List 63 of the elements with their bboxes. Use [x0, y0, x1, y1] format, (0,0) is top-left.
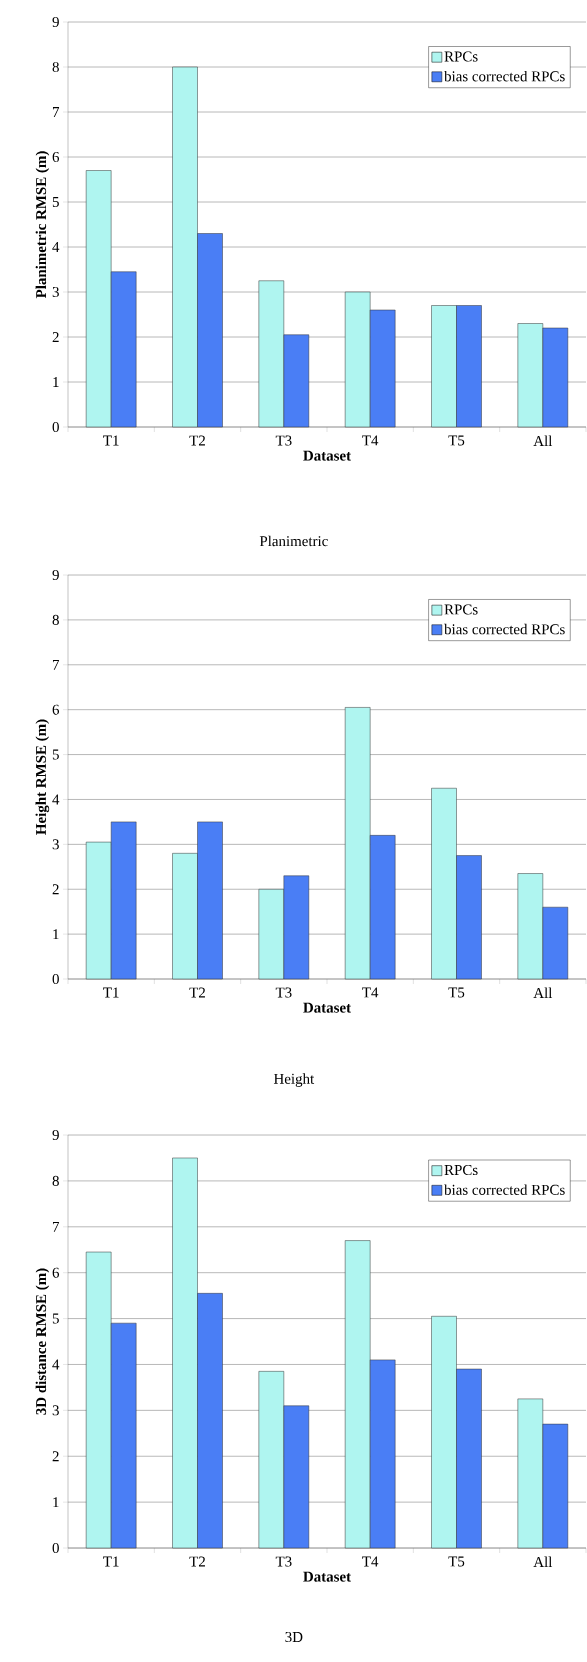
y-tick-label: 9 [52, 570, 59, 581]
x-axis-title: Dataset [303, 1002, 351, 1013]
x-tick-label: All [533, 987, 553, 998]
y-tick-label: 8 [52, 1175, 59, 1186]
x-tick-label: T1 [103, 987, 119, 998]
x-tick-label: T1 [103, 435, 119, 446]
text: Height [273, 1073, 315, 1087]
x-tick-label: T4 [362, 1556, 379, 1567]
legend-label: bias corrected RPCs [444, 70, 565, 82]
x-tick-label: T4 [362, 435, 379, 446]
text: Planimetric [259, 535, 328, 547]
y-tick-label: 1 [53, 377, 59, 387]
x-tick-label: T2 [189, 1556, 205, 1567]
x-tick-label: All [533, 1556, 553, 1567]
x-tick-label: T3 [275, 987, 292, 998]
legend-label: bias corrected RPCs [444, 623, 565, 635]
y-axis-title: Height RMSE (m) [35, 719, 50, 835]
y-tick-label: 7 [52, 107, 60, 117]
x-tick-label: T2 [189, 435, 205, 446]
text: 3D [285, 1632, 303, 1643]
y-tick-label: 3 [52, 1405, 59, 1416]
x-tick-label: T1 [103, 1556, 119, 1567]
y-tick-label: 4 [52, 242, 60, 252]
x-tick-label: T5 [448, 987, 465, 998]
x-axis-title: Dataset [303, 450, 351, 461]
y-axis-title: Planimetric RMSE (m) [35, 151, 50, 299]
y-tick-label: 5 [52, 1313, 59, 1324]
y-tick-label: 8 [52, 61, 59, 73]
y-tick-label: 6 [52, 1267, 60, 1278]
y-tick-label: 4 [52, 794, 60, 805]
legend-label: RPCs [444, 51, 478, 62]
x-tick-label: T3 [275, 435, 292, 446]
legend-label: RPCs [444, 604, 478, 615]
y-tick-label: 7 [52, 659, 60, 670]
x-tick-label: T5 [448, 435, 465, 446]
y-tick-label: 5 [52, 197, 59, 207]
y-tick-label: 6 [52, 151, 60, 163]
y-tick-label: 9 [52, 1130, 59, 1141]
x-tick-label: T2 [189, 987, 205, 998]
y-tick-label: 1 [53, 929, 59, 940]
y-tick-label: 7 [52, 1221, 60, 1232]
y-tick-label: 3 [52, 839, 59, 850]
y-tick-label: 8 [52, 614, 59, 625]
y-tick-label: 0 [52, 421, 59, 433]
y-tick-label: 3 [52, 286, 59, 298]
x-tick-label: T3 [275, 1556, 292, 1567]
y-axis-title: 3D distance RMSE (m) [35, 1268, 50, 1415]
y-tick-label: 2 [52, 884, 59, 895]
y-tick-label: 9 [52, 17, 59, 28]
y-tick-label: 0 [52, 1542, 59, 1554]
x-tick-label: All [533, 435, 553, 446]
y-tick-label: 0 [52, 973, 59, 985]
y-tick-label: 1 [53, 1497, 59, 1508]
y-tick-label: 2 [52, 332, 59, 342]
y-tick-label: 5 [52, 749, 59, 760]
y-tick-label: 4 [52, 1359, 60, 1370]
x-axis-title: Dataset [303, 1571, 351, 1582]
y-tick-label: 2 [52, 1451, 59, 1462]
legend-label: RPCs [444, 1165, 478, 1176]
legend-label: bias corrected RPCs [444, 1184, 565, 1195]
x-tick-label: T5 [448, 1556, 465, 1567]
x-tick-label: T4 [362, 987, 379, 998]
y-tick-label: 6 [52, 704, 60, 715]
